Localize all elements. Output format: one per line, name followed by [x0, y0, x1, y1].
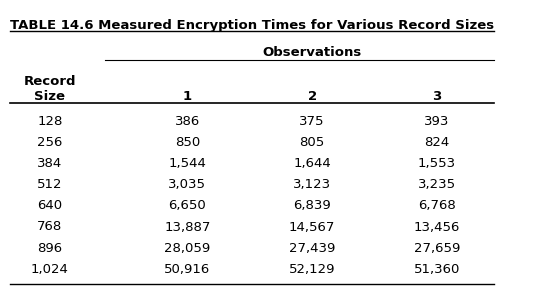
- Text: 52,129: 52,129: [289, 263, 335, 276]
- Text: 805: 805: [300, 136, 325, 149]
- Text: 3,235: 3,235: [418, 178, 456, 191]
- Text: TABLE 14.6 Measured Encryption Times for Various Record Sizes: TABLE 14.6 Measured Encryption Times for…: [10, 19, 494, 32]
- Text: 27,439: 27,439: [289, 242, 335, 255]
- Text: 6,768: 6,768: [418, 199, 456, 212]
- Text: 3,123: 3,123: [293, 178, 331, 191]
- Text: 51,360: 51,360: [414, 263, 460, 276]
- Text: Observations: Observations: [263, 46, 362, 59]
- Text: 375: 375: [300, 115, 325, 128]
- Text: 384: 384: [37, 157, 63, 170]
- Text: 768: 768: [37, 220, 63, 233]
- Text: 640: 640: [37, 199, 63, 212]
- Text: 6,839: 6,839: [293, 199, 331, 212]
- Text: 393: 393: [424, 115, 449, 128]
- Text: 3: 3: [432, 90, 442, 103]
- Text: 512: 512: [37, 178, 63, 191]
- Text: 3,035: 3,035: [168, 178, 206, 191]
- Text: Record: Record: [23, 75, 76, 88]
- Text: Size: Size: [35, 90, 65, 103]
- Text: 824: 824: [424, 136, 449, 149]
- Text: 6,650: 6,650: [168, 199, 206, 212]
- Text: 1,553: 1,553: [418, 157, 456, 170]
- Text: 50,916: 50,916: [164, 263, 210, 276]
- Text: 13,887: 13,887: [164, 220, 211, 233]
- Text: 1: 1: [183, 90, 192, 103]
- Text: 13,456: 13,456: [414, 220, 460, 233]
- Text: 128: 128: [37, 115, 63, 128]
- Text: 386: 386: [174, 115, 200, 128]
- Text: 1,024: 1,024: [31, 263, 69, 276]
- Text: 1,544: 1,544: [168, 157, 206, 170]
- Text: 1,644: 1,644: [293, 157, 331, 170]
- Text: 2: 2: [307, 90, 317, 103]
- Text: 896: 896: [37, 242, 63, 255]
- Text: 256: 256: [37, 136, 63, 149]
- Text: 27,659: 27,659: [414, 242, 460, 255]
- Text: 850: 850: [174, 136, 200, 149]
- Text: 14,567: 14,567: [289, 220, 335, 233]
- Text: 28,059: 28,059: [164, 242, 210, 255]
